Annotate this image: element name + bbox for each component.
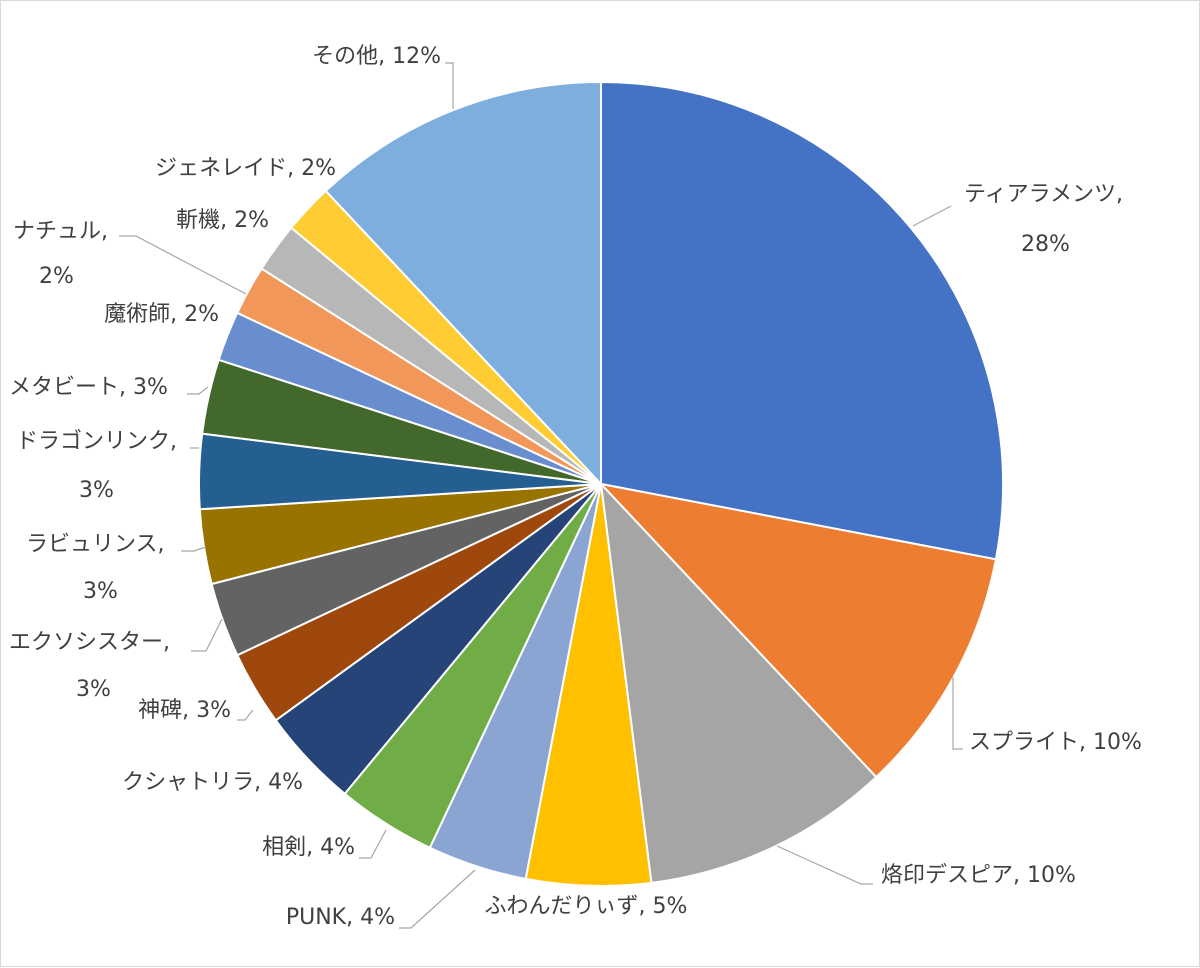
data-label-2: スプライト, 10% — [969, 730, 1142, 755]
leader-line-9 — [191, 618, 223, 652]
data-label-12: メタビート, 3% — [9, 375, 168, 400]
data-label-7: クシャトリラ, 4% — [122, 770, 303, 795]
pie-slice-1 — [600, 81, 1004, 561]
data-label-10-percent: 3% — [83, 579, 118, 604]
data-label-15: 斬機, 2% — [176, 208, 269, 233]
data-label-5: PUNK, 4% — [286, 905, 395, 930]
data-label-13: 魔術師, 2% — [104, 302, 219, 327]
leader-line-10 — [181, 546, 207, 552]
leader-line-17 — [445, 62, 454, 109]
pie-slice-3 — [600, 483, 878, 884]
data-label-11-percent: 3% — [79, 478, 114, 503]
leader-line-12 — [187, 386, 209, 395]
data-label-1-category: ティアラメンツ, — [964, 182, 1123, 207]
data-label-4: ふわんだりぃず, 5% — [485, 894, 688, 919]
data-label-9-category: エクソシスター, — [9, 630, 170, 655]
leader-line-8 — [237, 709, 254, 721]
data-label-10-category: ラビュリンス, — [26, 532, 165, 557]
leader-line-3 — [776, 845, 873, 885]
data-label-17: その他, 12% — [312, 44, 441, 69]
data-label-14-category: ナチュル, — [13, 219, 108, 244]
leader-line-5 — [399, 869, 476, 929]
leader-line-2 — [952, 677, 963, 750]
leader-line-1 — [912, 205, 952, 227]
data-label-16: ジェネレイド, 2% — [155, 156, 336, 181]
data-label-14-percent: 2% — [39, 264, 74, 289]
data-label-9-percent: 3% — [76, 677, 111, 702]
data-label-11-category: ドラゴンリンク, — [16, 429, 177, 454]
data-label-1-percent: 28% — [1021, 232, 1070, 257]
data-label-3: 烙印デスピア, 10% — [881, 863, 1076, 888]
leader-line-6 — [359, 829, 387, 859]
pie-slice-17 — [324, 81, 602, 485]
data-label-8: 神碑, 3% — [138, 698, 231, 723]
data-label-6: 相剣, 4% — [262, 835, 355, 860]
leader-line-14 — [119, 235, 247, 295]
